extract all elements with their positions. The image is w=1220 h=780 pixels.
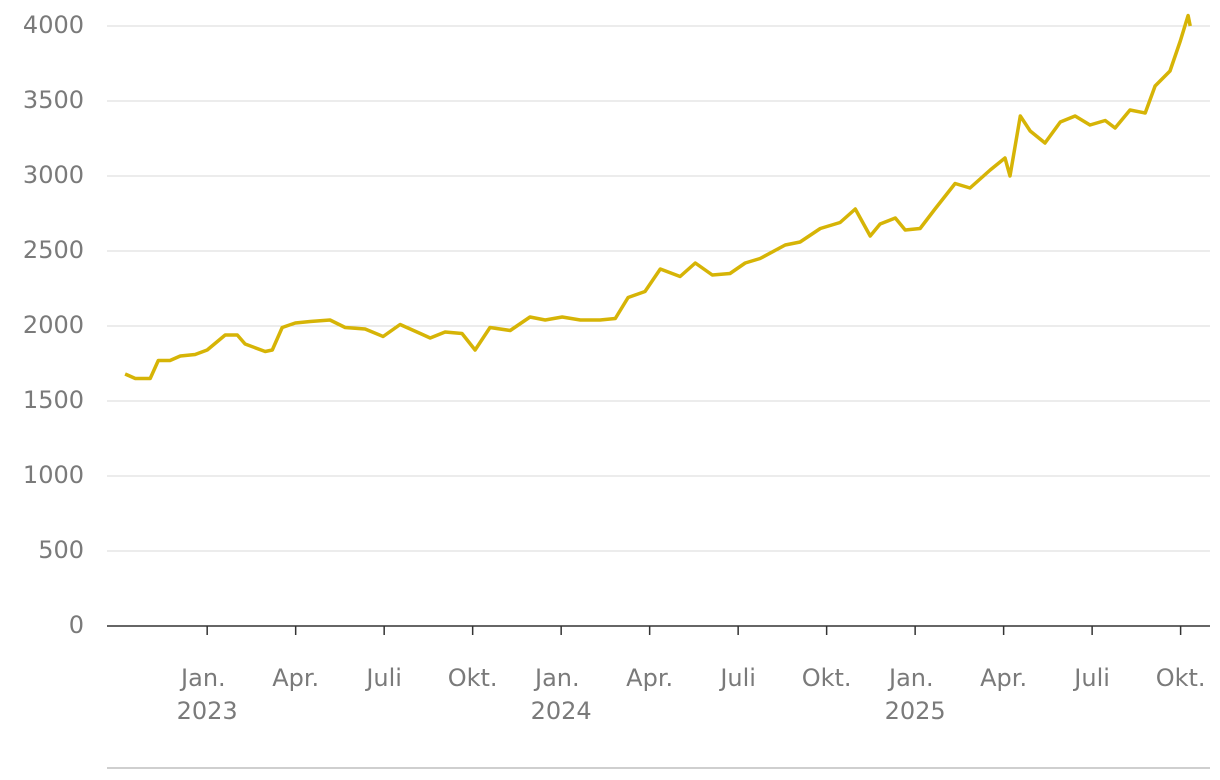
x-tick-label: Juli xyxy=(718,664,756,692)
y-tick-label: 0 xyxy=(69,611,84,639)
y-tick-label: 1000 xyxy=(23,461,84,489)
y-tick-label: 3500 xyxy=(23,86,84,114)
x-tick-label: Jan. 2023 xyxy=(177,664,238,725)
y-tick-label: 2500 xyxy=(23,236,84,264)
x-tick-label: Apr. xyxy=(626,664,673,692)
y-tick-label: 3000 xyxy=(23,161,84,189)
x-tick-label: Jan. 2025 xyxy=(885,664,946,725)
x-tick-label: Apr. xyxy=(272,664,319,692)
x-tick-label: Apr. xyxy=(980,664,1027,692)
y-tick-label: 4000 xyxy=(23,11,84,39)
x-tick-label: Okt. xyxy=(802,664,852,692)
x-tick-label: Juli xyxy=(364,664,402,692)
y-tick-label: 500 xyxy=(38,536,84,564)
y-tick-label: 1500 xyxy=(23,386,84,414)
x-tick-label: Okt. xyxy=(448,664,498,692)
x-tick-label: Jan. 2024 xyxy=(531,664,592,725)
x-tick-label: Okt. xyxy=(1156,664,1206,692)
x-tick-label: Juli xyxy=(1072,664,1110,692)
y-tick-label: 2000 xyxy=(23,311,84,339)
price-line xyxy=(124,13,1192,381)
